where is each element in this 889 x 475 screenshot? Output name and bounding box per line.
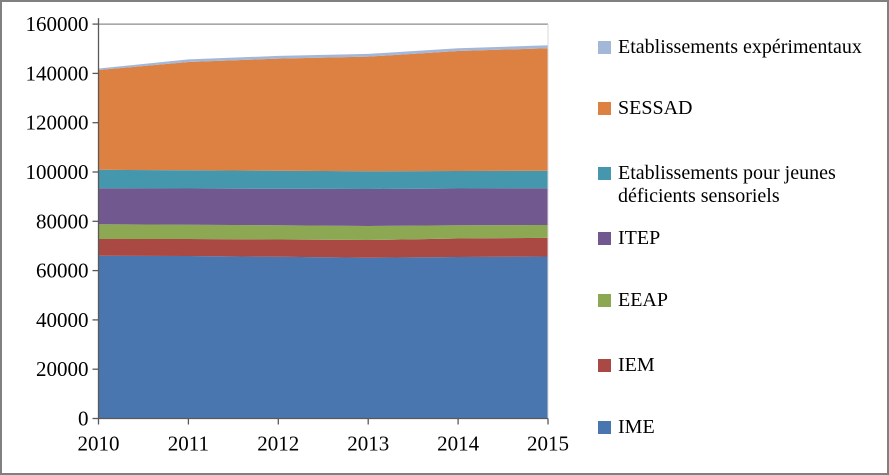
- legend-swatch-icon: [598, 232, 611, 245]
- x-tick-label: 2013: [347, 432, 389, 456]
- legend: Etablissements expérimentaux SESSAD Etabli…: [598, 2, 884, 473]
- area-series-etablissements-exp-rimentaux: [98, 45, 548, 70]
- legend-item-eeap: EEAP: [598, 289, 876, 312]
- legend-item-etablissements-exp-rimentaux: Etablissements expérimentaux: [598, 36, 876, 59]
- legend-label: Etablissements expérimentaux: [618, 36, 862, 58]
- x-tick-label: 2015: [527, 432, 569, 456]
- legend-label: IEM: [618, 354, 655, 376]
- legend-label: Etablissements pour jeunes déficients se…: [618, 162, 836, 207]
- x-tick-label: 2012: [257, 432, 299, 456]
- legend-swatch-icon: [598, 421, 611, 434]
- area-series-itep: [98, 188, 548, 226]
- y-tick-label: 80000: [36, 209, 89, 233]
- legend-label: SESSAD: [618, 97, 693, 119]
- legend-swatch-icon: [598, 102, 611, 115]
- area-series-iem: [98, 237, 548, 258]
- area-series-ime: [98, 255, 548, 419]
- legend-swatch-icon: [598, 41, 611, 54]
- legend-item-ime: IME: [598, 416, 876, 439]
- x-tick-label: 2010: [78, 432, 120, 456]
- y-tick-label: 140000: [26, 61, 89, 85]
- area-series-sessad: [98, 48, 548, 172]
- area-series-etablissements-pour-jeunes-d-ficients-sensoriels: [98, 169, 548, 190]
- stacked-area-chart: 0 20000 40000 60000 80000 100000 120000 140000 1…: [26, 12, 570, 456]
- y-tick-label: 120000: [26, 111, 89, 135]
- y-tick-label: 0: [78, 407, 89, 431]
- legend-label: ITEP: [618, 227, 661, 249]
- y-tick-label: 100000: [26, 160, 89, 184]
- legend-swatch-icon: [598, 167, 611, 180]
- area-series-eeap: [98, 224, 548, 241]
- y-tick-label: 60000: [36, 259, 89, 283]
- legend-swatch-icon: [598, 294, 611, 307]
- legend-label: IME: [618, 416, 655, 438]
- legend-item-etablissements-pour-jeunes-d-ficients-sensoriels: Etablissements pour jeunes déficients se…: [598, 162, 876, 208]
- y-tick-label: 20000: [36, 357, 89, 381]
- legend-item-sessad: SESSAD: [598, 97, 876, 120]
- legend-item-iem: IEM: [598, 354, 876, 377]
- x-tick-label: 2014: [437, 432, 480, 456]
- y-tick-label: 160000: [26, 12, 89, 36]
- x-tick-label: 2011: [168, 432, 209, 456]
- legend-swatch-icon: [598, 359, 611, 372]
- legend-label: EEAP: [618, 289, 668, 311]
- legend-item-itep: ITEP: [598, 227, 876, 250]
- y-tick-label: 40000: [36, 308, 89, 332]
